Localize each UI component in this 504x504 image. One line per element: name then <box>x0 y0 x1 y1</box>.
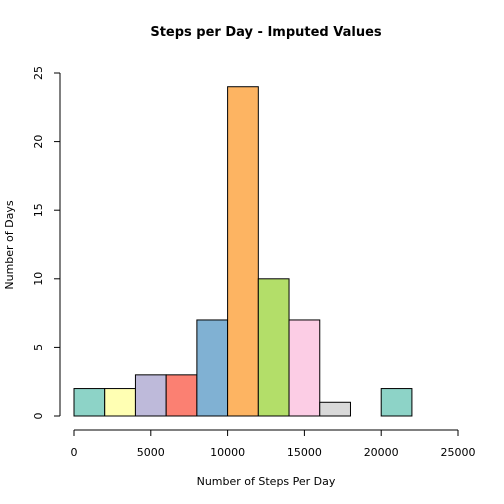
x-tick-label-1: 5000 <box>137 446 165 459</box>
x-tick-label-3: 15000 <box>287 446 322 459</box>
x-tick-label-2: 10000 <box>210 446 245 459</box>
bar-1 <box>104 388 136 417</box>
bar-2 <box>134 374 167 417</box>
bar-7 <box>288 319 321 417</box>
y-tick-label-2: 10 <box>32 272 45 286</box>
y-axis: 0 5 10 15 20 25 <box>32 66 61 420</box>
chart-title: Steps per Day - Imputed Values <box>150 25 382 40</box>
x-tick-label-4: 20000 <box>364 446 399 459</box>
x-tick-label-0: 0 <box>71 446 78 459</box>
x-axis-label: Number of Steps Per Day <box>197 475 336 488</box>
bar-10 <box>380 388 413 417</box>
x-tick-label-5: 25000 <box>441 446 476 459</box>
y-tick-label-4: 20 <box>32 135 45 149</box>
bar-8 <box>319 401 351 417</box>
y-tick-label-5: 25 <box>32 66 45 80</box>
x-axis: 0 5000 10000 15000 20000 25000 <box>71 429 476 459</box>
bar-0 <box>73 388 106 417</box>
bar-6 <box>257 278 290 417</box>
y-tick-label-1: 5 <box>32 344 45 351</box>
bars-group <box>73 86 413 417</box>
y-tick-label-3: 15 <box>32 203 45 217</box>
y-axis-label: Number of Days <box>3 200 16 290</box>
bar-3 <box>165 374 198 417</box>
y-tick-label-0: 0 <box>32 413 45 420</box>
bar-5 <box>227 86 259 417</box>
bar-4 <box>196 319 229 417</box>
